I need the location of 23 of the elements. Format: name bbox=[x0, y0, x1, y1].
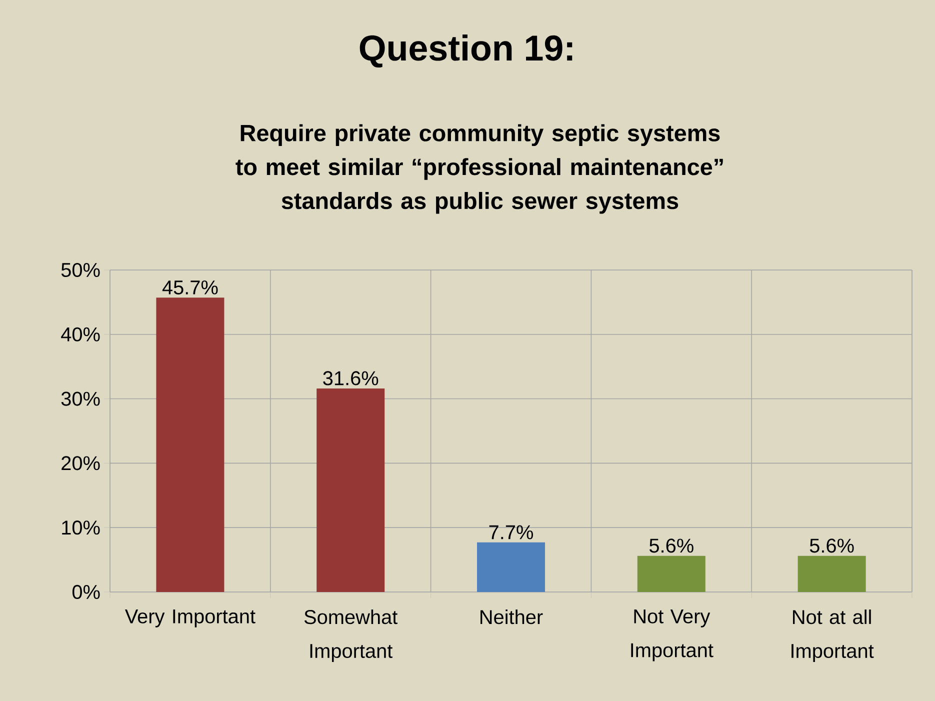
y-tick-label: 0% bbox=[72, 584, 100, 600]
x-tick-label: Somewhat Important bbox=[304, 610, 398, 662]
y-tick-label: 20% bbox=[62, 456, 100, 470]
bar bbox=[637, 556, 706, 592]
data-label: 5.6% bbox=[649, 538, 694, 553]
bar bbox=[316, 388, 385, 592]
bar bbox=[798, 556, 866, 592]
bar bbox=[477, 542, 546, 592]
y-tick-label: 50% bbox=[61, 262, 100, 278]
chart-subtitle: Require private community septic systems to meet similar “professional maintenance” standards as public sewer systems bbox=[236, 124, 723, 214]
data-label: 5.6% bbox=[810, 538, 854, 553]
data-label: 7.7% bbox=[489, 525, 533, 540]
y-tick-label: 10% bbox=[62, 520, 100, 535]
x-tick-label: Neither bbox=[480, 610, 543, 624]
x-tick-label: Very Important bbox=[124, 610, 256, 628]
y-tick-label: 30% bbox=[61, 392, 100, 406]
x-tick-label: Not Very Important bbox=[631, 610, 714, 662]
bar bbox=[156, 298, 224, 592]
y-tick-label: 40% bbox=[61, 327, 100, 342]
x-tick-label: Not at all Important bbox=[792, 610, 874, 662]
chart-title: Question 19: bbox=[360, 34, 572, 68]
data-label: 31.6% bbox=[323, 371, 378, 386]
data-label: 45.7% bbox=[162, 280, 218, 294]
